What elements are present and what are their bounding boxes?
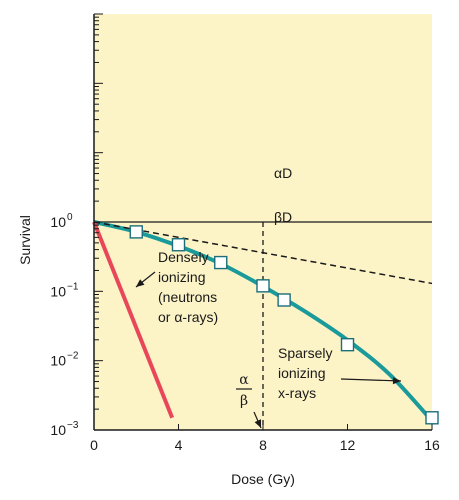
sparse-label-line-2: x-rays (278, 385, 316, 401)
alpha-d-label: αD (274, 165, 292, 181)
y-tick-exponent-3: −3 (67, 420, 79, 431)
dense-label-arrow (135, 271, 156, 288)
y-tick-label-3: 10 (50, 422, 66, 438)
ratio-denominator: β (240, 393, 248, 409)
data-point-sparse-2 (214, 255, 228, 270)
y-tick-exponent-2: −2 (67, 351, 79, 362)
y-tick-label-0: 10 (50, 214, 66, 230)
data-point-sparse-1 (171, 238, 186, 252)
y-axis-title: Survival (17, 215, 33, 265)
y-tick-exponent-0: 0 (67, 212, 73, 223)
sparse-label-line-1: ionizing (278, 365, 325, 381)
x-tick-label-8: 8 (259, 437, 267, 453)
ratio-numerator: α (239, 372, 249, 388)
y-tick-exponent-1: −1 (67, 281, 79, 292)
y-tick-label-1: 10 (50, 283, 66, 299)
y-tick-label-2: 10 (50, 353, 66, 369)
dense-label-line-3: or α-rays) (158, 309, 218, 325)
x-axis-title: Dose (Gy) (231, 471, 295, 487)
data-point-sparse-5 (340, 337, 355, 352)
dense-label-line-2: (neutrons (158, 289, 217, 305)
sparse-label-arrow (340, 377, 402, 385)
ratio-arrow (253, 411, 262, 429)
sparse-label-line-0: Sparsely (278, 345, 332, 361)
series-line-dense (92, 221, 175, 419)
data-point-sparse-4 (277, 293, 291, 307)
x-tick-label-16: 16 (424, 437, 440, 453)
x-tick-label-4: 4 (175, 437, 183, 453)
data-point-sparse-3 (256, 279, 270, 293)
dense-label-line-1: ionizing (158, 269, 205, 285)
beta-d-label: βD (274, 209, 292, 225)
data-point-sparse-6 (425, 411, 439, 425)
x-tick-label-0: 0 (90, 437, 98, 453)
data-point-sparse-0 (129, 225, 143, 239)
series-line-alpha_d (93, 221, 433, 285)
dense-label-line-0: Densely (158, 249, 209, 265)
x-tick-label-12: 12 (340, 437, 356, 453)
